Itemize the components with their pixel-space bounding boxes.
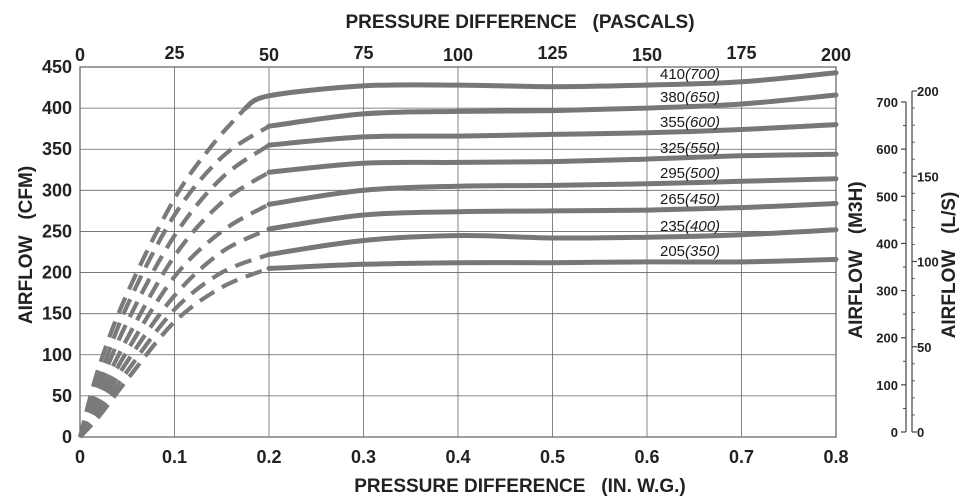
x-tick-label: 0.6 — [634, 447, 659, 467]
top-tick-label: 125 — [537, 43, 567, 63]
top-tick-label: 175 — [726, 43, 756, 63]
curve-dashed-325 — [78, 170, 271, 438]
m3h-tick-label: 400 — [876, 236, 898, 251]
y-tick-label: 0 — [62, 427, 72, 447]
grid — [79, 66, 837, 438]
m3h-tick-label: 100 — [876, 378, 898, 393]
curve-solid-410 — [242, 70, 839, 111]
ls-axis-title: AIRFLOW (L/S) — [939, 192, 959, 339]
x-tick-label: 0.8 — [823, 447, 848, 467]
curve-dashed-380 — [78, 124, 271, 438]
curve-dashed-265 — [78, 227, 270, 439]
curve-solid-325 — [266, 151, 839, 175]
bottom-axis-title: PRESSURE DIFFERENCE (IN. W.G.) — [354, 476, 685, 497]
curve-label-m3h: (350) — [685, 243, 720, 260]
m3h-tick-label: 300 — [876, 284, 898, 299]
curve-label-m3h: (400) — [685, 218, 720, 235]
m3h-tick-label: 700 — [876, 95, 898, 110]
curve-label-m3h: (600) — [685, 114, 720, 131]
curve-label-380: 380(650) — [660, 89, 720, 106]
curve-label-410: 410(700) — [660, 66, 720, 83]
x-tick-label: 0.3 — [351, 447, 376, 467]
curve-solid-380 — [266, 92, 839, 129]
right-axes: 0 100 200 300 400 500 600 700 0 50 100 150 200 — [876, 84, 938, 440]
top-tick-label: 0 — [75, 45, 85, 65]
ls-tick-label: 50 — [917, 340, 931, 355]
top-tick-label: 100 — [443, 45, 473, 65]
top-tick-label: 75 — [353, 43, 373, 63]
top-tick-label: 150 — [632, 45, 662, 65]
x-tick-label: 0.1 — [162, 447, 187, 467]
x-tick-label: 0.5 — [540, 447, 565, 467]
curve-label-m3h: (650) — [685, 89, 720, 106]
y-tick-label: 50 — [52, 386, 72, 406]
curve-solid-295 — [266, 176, 839, 207]
m3h-tick-label: 200 — [876, 331, 898, 346]
ls-tick-label: 150 — [917, 169, 939, 184]
curve-label-295: 295(500) — [660, 165, 720, 182]
curve-label-m3h: (450) — [685, 191, 720, 208]
ls-tick-label: 200 — [917, 84, 939, 99]
y-tick-label: 100 — [42, 345, 72, 365]
curve-dashed-410 — [77, 106, 247, 438]
y-tick-label: 400 — [42, 98, 72, 118]
curve-solid-355 — [266, 122, 839, 148]
m3h-axis-title: AIRFLOW (M3H) — [846, 181, 867, 338]
x-tick-label: 0.2 — [256, 447, 281, 467]
curve-label-205: 205(350) — [660, 243, 720, 260]
curve-dashed-355 — [78, 143, 271, 438]
y-tick-label: 350 — [42, 139, 72, 159]
x-tick-label: 0 — [75, 447, 85, 467]
curve-dashed-205 — [78, 266, 270, 439]
m3h-tick-label: 0 — [891, 425, 898, 440]
curve-label-m3h: (700) — [685, 66, 720, 83]
tick-labels: 0 0.1 0.2 0.3 0.4 0.5 0.6 0.7 0.8050100150200250… — [42, 43, 851, 467]
m3h-tick-label: 500 — [876, 189, 898, 204]
left-axis-title: AIRFLOW (CFM) — [16, 166, 37, 324]
curve-dashed-235 — [78, 252, 270, 439]
x-tick-label: 0.4 — [445, 447, 470, 467]
top-tick-label: 25 — [164, 43, 184, 63]
y-tick-label: 250 — [42, 221, 72, 241]
y-tick-label: 450 — [42, 57, 72, 77]
curve-solid-235 — [266, 227, 839, 257]
ls-tick-label: 100 — [917, 255, 939, 270]
y-tick-label: 300 — [42, 180, 72, 200]
curve-label-m3h: (550) — [685, 140, 720, 157]
curve-labels: 410(700) 380(650) 355(600) 325(550) 295(500)… — [660, 66, 720, 260]
top-axis-title: PRESSURE DIFFERENCE (PASCALS) — [345, 12, 694, 33]
curve-dashed-295 — [78, 202, 271, 439]
curve-label-m3h: (500) — [685, 165, 720, 182]
m3h-tick-label: 600 — [876, 142, 898, 157]
y-tick-label: 150 — [42, 304, 72, 324]
curves — [77, 70, 839, 439]
curve-label-265: 265(450) — [660, 191, 720, 208]
curve-solid-205 — [266, 256, 839, 271]
ls-tick-label: 0 — [917, 425, 924, 440]
curve-label-235: 235(400) — [660, 218, 720, 235]
top-tick-label: 200 — [821, 45, 851, 65]
x-tick-label: 0.7 — [729, 447, 754, 467]
top-tick-label: 50 — [259, 45, 279, 65]
y-tick-label: 200 — [42, 263, 72, 283]
curve-solid-265 — [266, 201, 839, 232]
curve-label-355: 355(600) — [660, 114, 720, 131]
curve-label-325: 325(550) — [660, 140, 720, 157]
